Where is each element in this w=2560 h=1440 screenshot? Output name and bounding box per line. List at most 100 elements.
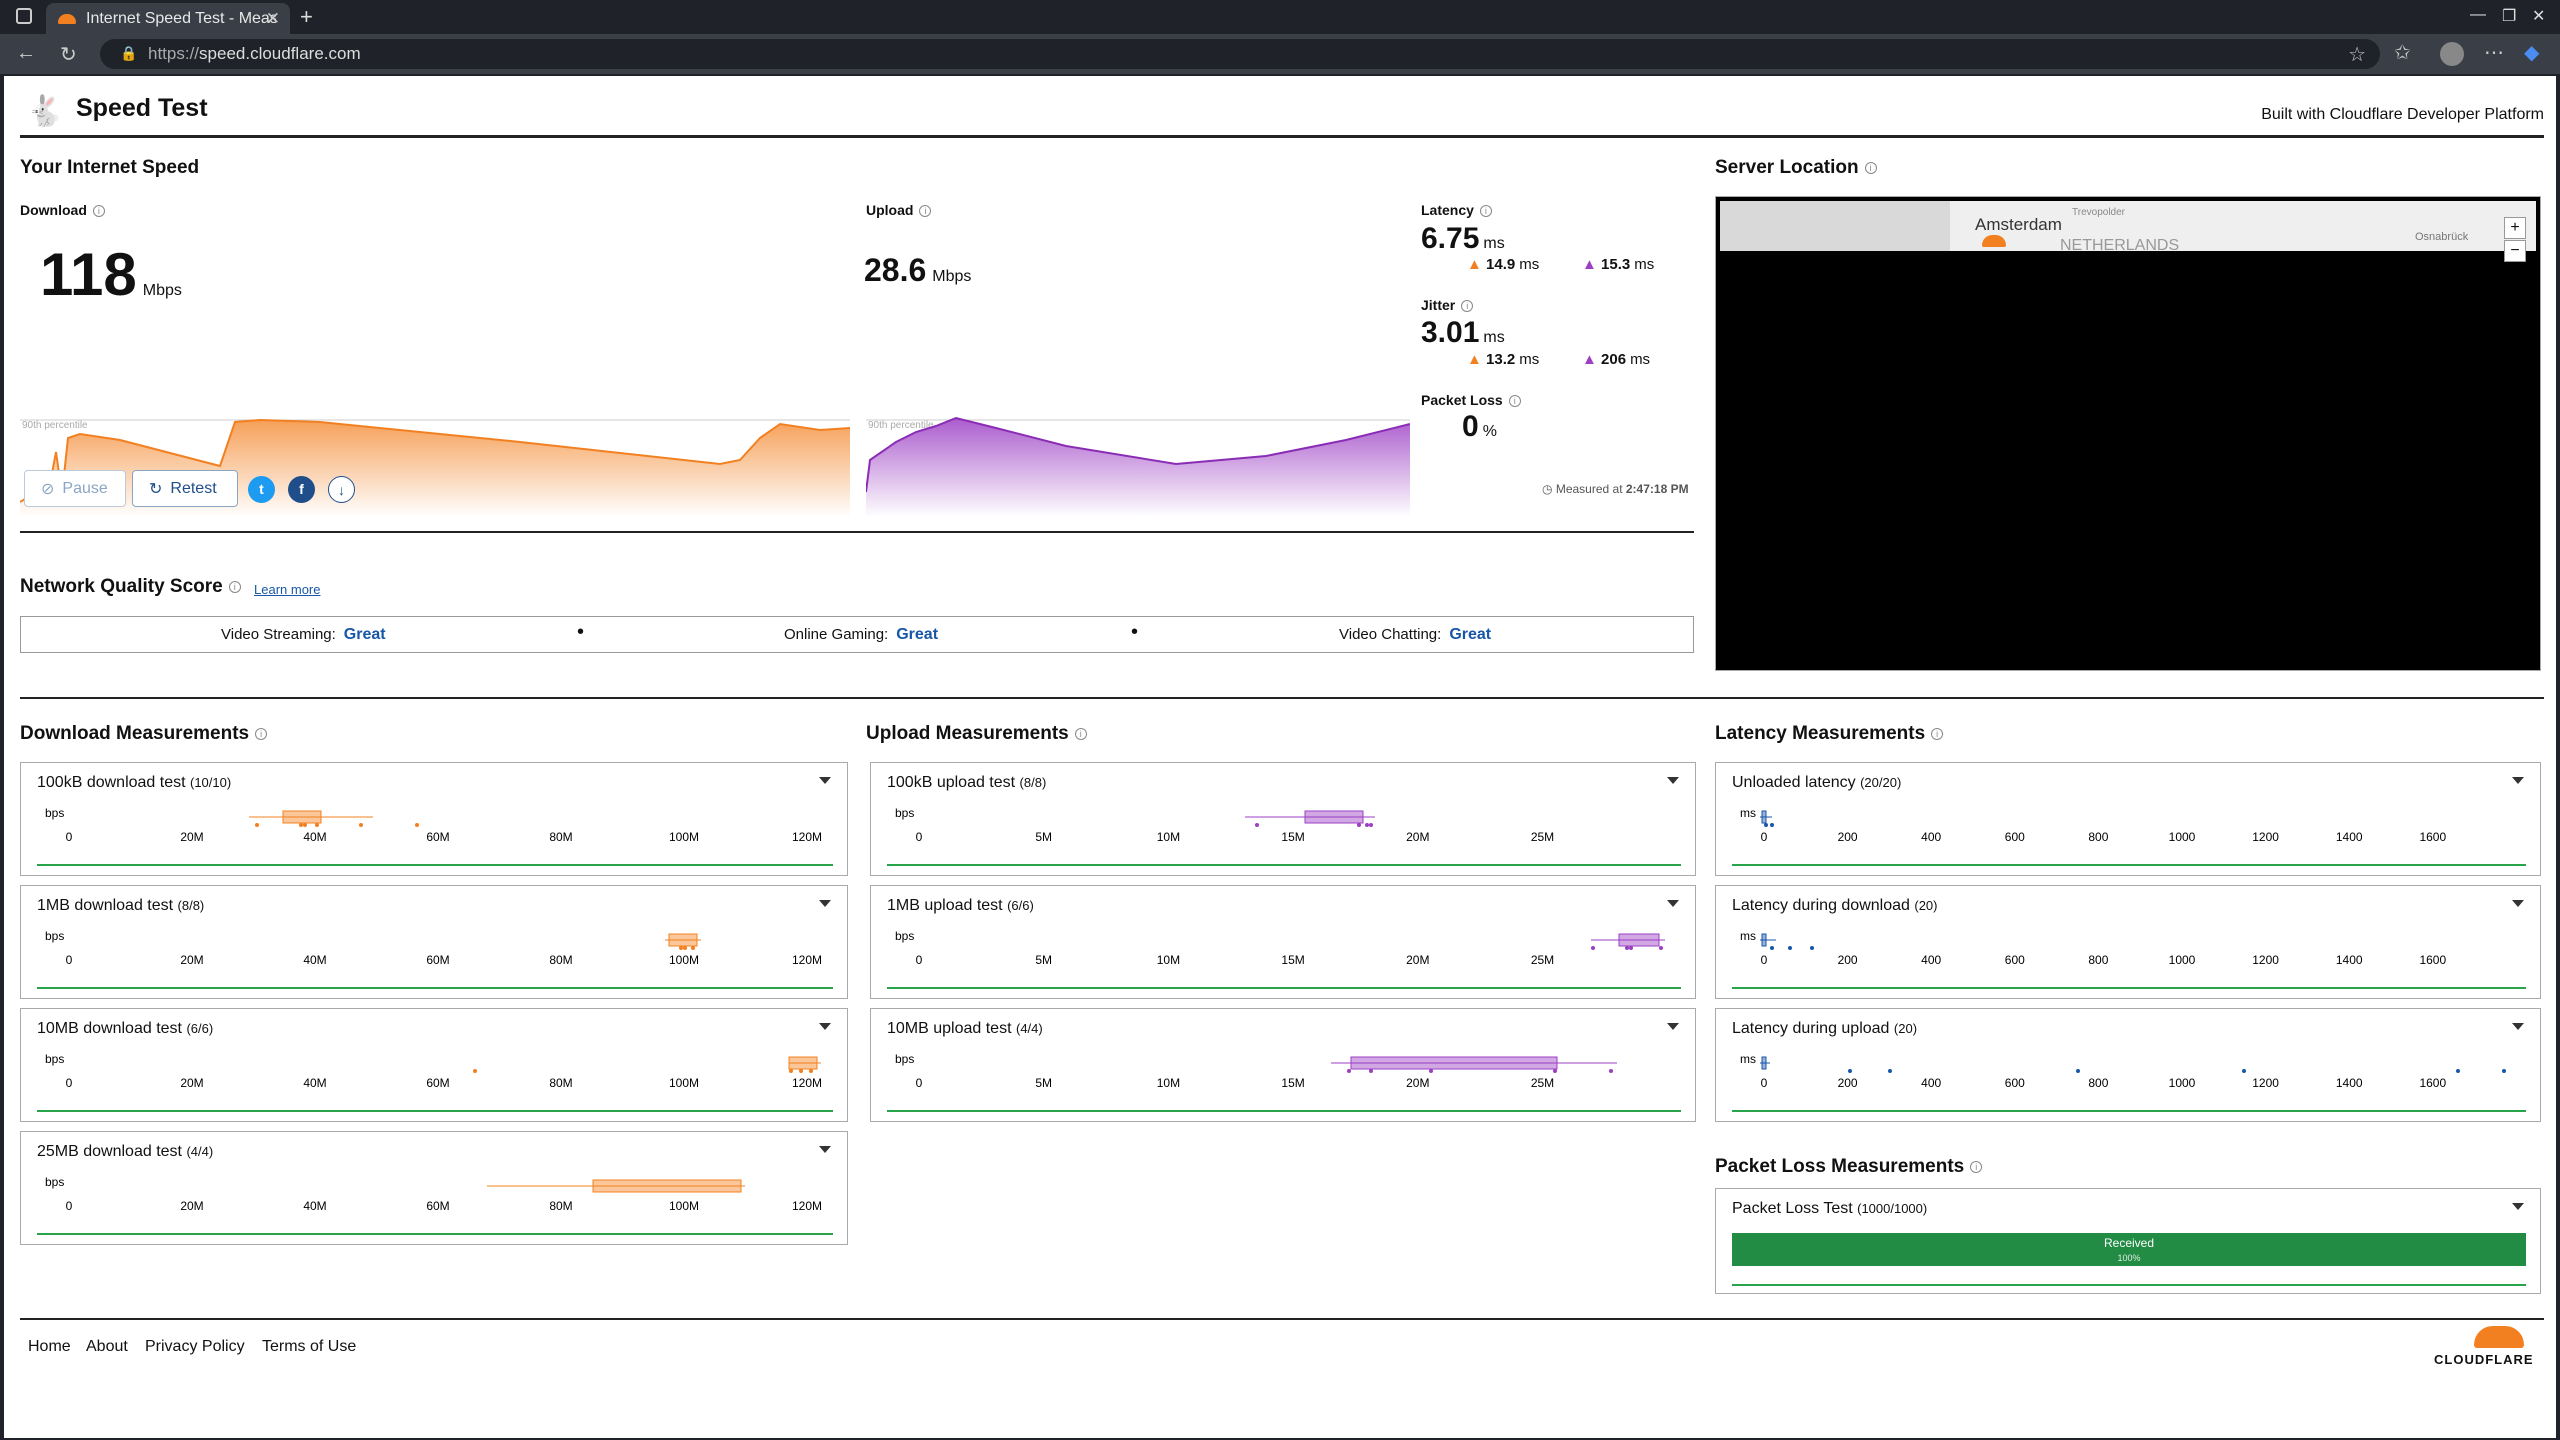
chevron-down-icon[interactable]: [1667, 900, 1679, 907]
section-title-download-measurements: Download Measurements i: [20, 723, 268, 745]
chevron-down-icon[interactable]: [2512, 1023, 2524, 1030]
map-sea: [1720, 201, 1950, 251]
measurement-card[interactable]: Latency during upload (20) ms 0 200 400 600 80…: [1715, 1008, 2541, 1122]
footer-link-about[interactable]: About: [86, 1338, 128, 1355]
measurement-card[interactable]: Unloaded latency (20/20) ms 0 200 400 600 800 1…: [1715, 762, 2541, 876]
back-icon[interactable]: ←: [16, 42, 36, 64]
box[interactable]: [1761, 933, 1767, 947]
box[interactable]: [1618, 933, 1660, 947]
chevron-down-icon[interactable]: [819, 1146, 831, 1153]
favorites-icon[interactable]: ✩: [2394, 42, 2411, 64]
footer-link-privacy[interactable]: Privacy Policy: [145, 1338, 245, 1355]
latency-download: ▲ 14.9 ms: [1467, 256, 1540, 273]
map-tiles[interactable]: Amsterdam Trevopolder NETHERLANDS Osnabr…: [1720, 201, 2536, 251]
box[interactable]: [1350, 1056, 1558, 1070]
download-results-icon[interactable]: ↓: [328, 476, 355, 503]
pause-button[interactable]: ⊘ Pause: [24, 470, 126, 507]
packet-loss-card[interactable]: Packet Loss Test (1000/1000) Received 100…: [1715, 1188, 2541, 1294]
box[interactable]: [1304, 810, 1364, 824]
twitter-share-icon[interactable]: t: [248, 476, 275, 503]
upload-value: 28.6 Mbps: [864, 252, 972, 288]
sample-point: [691, 946, 695, 950]
facebook-share-icon[interactable]: f: [288, 476, 315, 503]
divider: [20, 697, 2544, 699]
browser-tab[interactable]: Internet Speed Test - Measure ✕: [46, 3, 290, 34]
reload-icon[interactable]: ↻: [60, 44, 77, 66]
footer-link-terms[interactable]: Terms of Use: [262, 1338, 357, 1355]
axis-tick-label: 400: [1921, 1076, 1941, 1090]
info-icon[interactable]: i: [1508, 395, 1521, 408]
minimize-icon[interactable]: —: [2470, 6, 2486, 23]
sample-point: [2076, 1069, 2080, 1073]
info-icon[interactable]: i: [1970, 1160, 1983, 1173]
box[interactable]: [592, 1179, 742, 1193]
measurement-card[interactable]: 10MB upload test (4/4) bps 0 5M 10M 15M 20M 25M: [870, 1008, 1696, 1122]
axis-tick-label: 1600: [2419, 830, 2446, 844]
chevron-down-icon[interactable]: [819, 1023, 831, 1030]
info-icon[interactable]: i: [92, 205, 105, 218]
chevron-down-icon[interactable]: [1667, 777, 1679, 784]
axis-tick-label: 1000: [2169, 1076, 2196, 1090]
card-title: Latency during download (20): [1732, 897, 1938, 914]
separator-dot: •: [1131, 621, 1139, 643]
chevron-down-icon[interactable]: [2512, 900, 2524, 907]
box[interactable]: [282, 810, 322, 824]
chevron-down-icon[interactable]: [2512, 1203, 2524, 1210]
cloudflare-location-marker-icon[interactable]: [1982, 235, 2006, 247]
info-icon[interactable]: i: [1864, 161, 1877, 174]
sample-point: [1357, 823, 1361, 827]
bookmark-star-icon[interactable]: ☆: [2348, 44, 2366, 66]
learn-more-link[interactable]: Learn more: [254, 582, 321, 597]
measurement-card[interactable]: Latency during download (20) ms 0 200 400 600…: [1715, 885, 2541, 999]
sample-point: [1625, 946, 1629, 950]
measurement-card[interactable]: 1MB download test (8/8) bps 0 20M 40M 60M 80M 1…: [20, 885, 848, 999]
sample-point: [799, 1069, 803, 1073]
zoom-in-button[interactable]: +: [2504, 217, 2526, 239]
close-icon[interactable]: ✕: [265, 9, 280, 28]
box[interactable]: [1761, 1056, 1767, 1070]
menu-dots-icon[interactable]: ⋯: [2484, 42, 2504, 64]
measurement-card[interactable]: 100kB upload test (8/8) bps 0 5M 10M 15M 20M 25…: [870, 762, 1696, 876]
axis-tick-label: 0: [66, 953, 73, 967]
info-icon[interactable]: i: [1074, 727, 1087, 740]
retest-button[interactable]: ↻ Retest: [132, 470, 238, 507]
chevron-down-icon[interactable]: [819, 900, 831, 907]
new-tab-icon[interactable]: +: [300, 4, 313, 29]
sample-point: [415, 823, 419, 827]
info-icon[interactable]: i: [228, 580, 241, 593]
chevron-down-icon[interactable]: [819, 777, 831, 784]
sample-point: [789, 1069, 793, 1073]
restore-icon[interactable]: ❐: [2502, 8, 2517, 25]
measurement-card[interactable]: 1MB upload test (6/6) bps 0 5M 10M 15M 20M 25M: [870, 885, 1696, 999]
box[interactable]: [668, 933, 698, 947]
info-icon[interactable]: i: [1931, 727, 1944, 740]
copilot-icon[interactable]: ◆: [2524, 42, 2540, 64]
measurement-card[interactable]: 25MB download test (4/4) bps 0 20M 40M 60M 80M…: [20, 1131, 848, 1245]
box[interactable]: [788, 1056, 818, 1070]
section-title-server-location: Server Location i: [1715, 157, 1877, 179]
built-with-text[interactable]: Built with Cloudflare Developer Platform: [2261, 106, 2544, 123]
profile-avatar[interactable]: [2440, 42, 2464, 66]
axis-tick-label: 600: [2005, 953, 2025, 967]
measurement-card[interactable]: 100kB download test (10/10) bps 0 20M 40M 60M…: [20, 762, 848, 876]
box[interactable]: [1761, 810, 1767, 824]
info-icon[interactable]: i: [919, 205, 932, 218]
chevron-down-icon[interactable]: [1667, 1023, 1679, 1030]
speed-test-logo-icon: 🐇: [26, 95, 64, 128]
address-bar[interactable]: 🔒 https:// speed.cloudflare.com ☆: [100, 39, 2380, 69]
window-close-icon[interactable]: ✕: [2532, 8, 2546, 25]
info-icon[interactable]: i: [1479, 205, 1492, 218]
chevron-down-icon[interactable]: [2512, 777, 2524, 784]
info-icon[interactable]: i: [255, 727, 268, 740]
tab-overview-icon[interactable]: [16, 8, 32, 24]
axis-tick-label: 200: [1838, 953, 1858, 967]
zoom-out-button[interactable]: −: [2504, 240, 2526, 262]
site-header: 🐇 Speed Test Built with Cloudflare Devel…: [20, 76, 2544, 138]
measurement-card[interactable]: 10MB download test (6/6) bps 0 20M 40M 60M 80M…: [20, 1008, 848, 1122]
server-map[interactable]: Amsterdam Trevopolder NETHERLANDS Osnabr…: [1715, 196, 2541, 671]
axis-tick-label: 40M: [303, 830, 326, 844]
sample-point: [809, 1069, 813, 1073]
info-icon[interactable]: i: [1461, 300, 1474, 313]
axis-tick-label: 60M: [426, 953, 449, 967]
footer-link-home[interactable]: Home: [28, 1338, 71, 1355]
